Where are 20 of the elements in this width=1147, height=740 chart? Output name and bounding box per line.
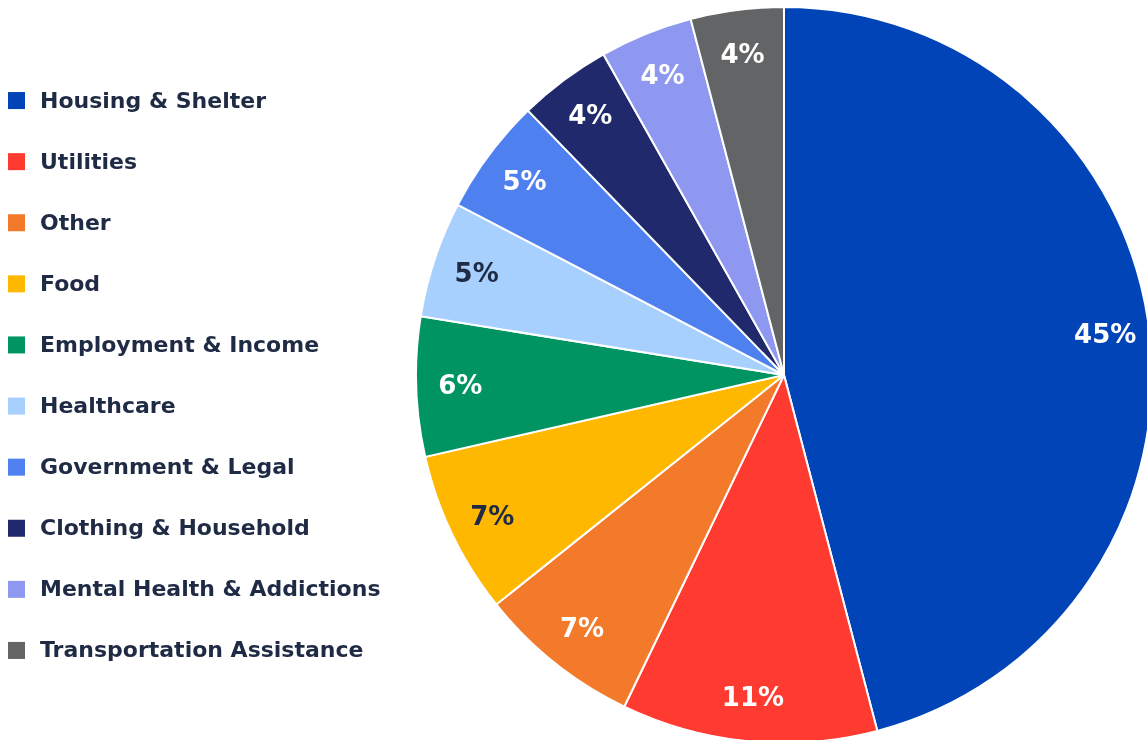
legend-label: Other [40,209,111,235]
data-label: 4% [568,100,613,131]
data-label: 7% [560,613,605,644]
legend-label: Healthcare [40,393,176,419]
legend-label: Mental Health & Addictions [40,576,381,602]
data-label: 6% [438,370,483,401]
data-label: 5% [454,257,499,288]
legend-label: Clothing & Household [40,515,310,541]
legend-label: Housing & Shelter [40,87,267,113]
data-label: 7% [470,500,515,531]
data-label: 11% [721,682,785,713]
data-label: 4% [720,38,765,69]
data-label: 5% [502,166,547,197]
legend-label: Transportation Assistance [40,637,364,663]
legend-label: Government & Legal [40,454,295,480]
legend-label: Food [40,270,101,296]
data-label: 4% [640,59,685,90]
legend-label: Employment & Income [40,331,320,357]
legend-label: Utilities [40,148,138,174]
data-label: 45% [1074,318,1137,349]
